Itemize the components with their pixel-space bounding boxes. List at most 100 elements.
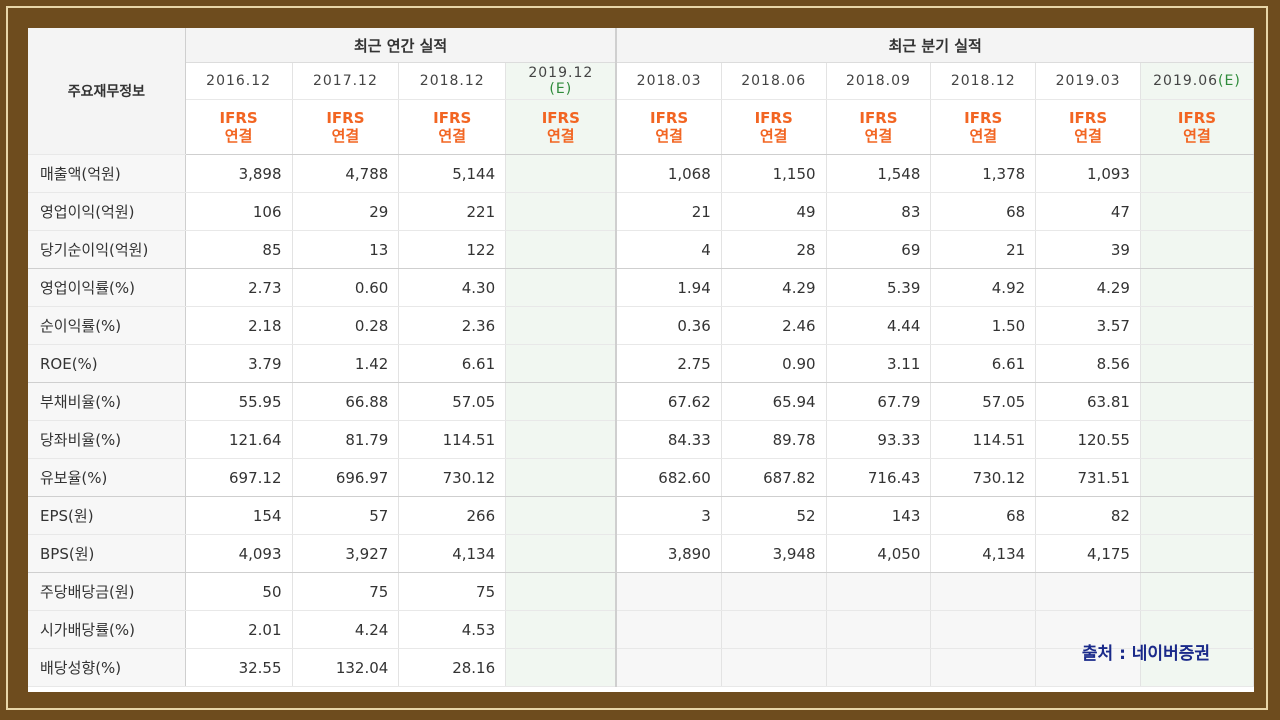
quarter-value-cell: 1,150 — [721, 154, 827, 193]
annual-value-cell: 4,788 — [292, 154, 400, 193]
row-label: 유보율(%) — [28, 458, 186, 497]
annual-value-cell: 4.30 — [398, 268, 507, 307]
basis-cell: IFRS 연결 — [721, 99, 827, 155]
quarter-value-cell: 52 — [721, 496, 827, 535]
annual-value-cell — [505, 344, 617, 383]
annual-value-cell: 696.97 — [292, 458, 400, 497]
quarter-value-cell: 1.94 — [615, 268, 722, 307]
quarter-value-cell — [826, 648, 932, 687]
quarter-value-cell — [1140, 154, 1254, 193]
row-label: 매출액(억원) — [28, 154, 186, 193]
financial-rows: 매출액(억원) 3,898 4,788 5,144 1,068 1,150 1,548 1,3… — [28, 154, 1254, 687]
basis-standard: IFRS — [754, 109, 793, 127]
quarter-value-cell: 3,890 — [615, 534, 722, 573]
annual-value-cell: 3,898 — [185, 154, 293, 193]
quarter-value-cell — [1140, 382, 1254, 421]
annual-value-cell — [505, 192, 617, 231]
quarter-value-cell: 682.60 — [615, 458, 722, 497]
quarter-value-cell: 1,068 — [615, 154, 722, 193]
annual-value-cell: 2.36 — [398, 306, 507, 345]
quarter-value-cell — [721, 610, 827, 649]
basis-consolidated: 연결 — [969, 127, 998, 145]
quarter-value-cell — [1140, 344, 1254, 383]
quarter-group-header: 최근 분기 실적 — [615, 28, 1254, 63]
annual-value-cell: 1.42 — [292, 344, 400, 383]
quarter-value-cell — [1140, 306, 1254, 345]
quarter-value-cell: 4.29 — [1035, 268, 1141, 307]
annual-value-cell: 29 — [292, 192, 400, 231]
annual-value-cell: 57 — [292, 496, 400, 535]
quarter-value-cell — [1140, 572, 1254, 611]
period-quarter-1: 2018.06 — [721, 62, 827, 100]
period-annual-2: 2018.12 — [398, 62, 507, 100]
basis-standard: IFRS — [1177, 109, 1217, 127]
annual-value-cell: 32.55 — [185, 648, 293, 687]
row-label: 순이익률(%) — [28, 306, 186, 345]
quarter-value-cell: 4.29 — [721, 268, 827, 307]
annual-value-cell: 6.61 — [398, 344, 507, 383]
table-row: 유보율(%) 697.12 696.97 730.12 682.60 687.82 716.… — [28, 458, 1254, 497]
quarter-value-cell — [930, 610, 1037, 649]
quarter-value-cell: 0.36 — [615, 306, 722, 345]
annual-value-cell: 2.73 — [185, 268, 293, 307]
annual-value-cell — [505, 306, 617, 345]
quarter-value-cell: 3,948 — [721, 534, 827, 573]
annual-value-cell: 55.95 — [185, 382, 293, 421]
quarter-value-cell: 3.57 — [1035, 306, 1141, 345]
period-quarter-estimate: 2019.06(E) — [1140, 62, 1254, 100]
basis-consolidated: 연결 — [224, 127, 253, 145]
quarter-value-cell — [1140, 648, 1254, 687]
annual-value-cell: 0.28 — [292, 306, 400, 345]
quarter-value-cell — [1140, 230, 1254, 269]
annual-value-cell: 4,093 — [185, 534, 293, 573]
basis-standard: IFRS — [1068, 109, 1108, 127]
annual-value-cell: 114.51 — [398, 420, 507, 459]
quarter-value-cell — [721, 648, 827, 687]
annual-value-cell: 121.64 — [185, 420, 293, 459]
annual-value-cell: 697.12 — [185, 458, 293, 497]
annual-value-cell: 66.88 — [292, 382, 400, 421]
table-row: 시가배당률(%) 2.01 4.24 4.53 — [28, 610, 1254, 649]
period-quarter-estimate-mark: (E) — [1218, 73, 1241, 89]
annual-value-cell — [505, 382, 617, 421]
basis-consolidated: 연결 — [1183, 127, 1211, 145]
quarter-value-cell — [615, 648, 722, 687]
quarter-value-cell: 4.92 — [930, 268, 1037, 307]
basis-consolidated: 연결 — [547, 127, 575, 145]
basis-standard: IFRS — [433, 109, 472, 127]
quarter-value-cell: 68 — [930, 496, 1037, 535]
quarter-value-cell — [615, 572, 722, 611]
quarter-value-cell: 143 — [826, 496, 932, 535]
annual-value-cell: 28.16 — [398, 648, 507, 687]
annual-value-cell — [505, 648, 617, 687]
quarter-value-cell — [1035, 610, 1141, 649]
quarter-value-cell: 716.43 — [826, 458, 932, 497]
outer-frame — [6, 6, 1268, 710]
basis-cell: IFRS 연결 — [505, 99, 617, 155]
annual-value-cell: 4.53 — [398, 610, 507, 649]
quarter-value-cell — [1140, 458, 1254, 497]
annual-value-cell — [505, 154, 617, 193]
quarter-value-cell: 68 — [930, 192, 1037, 231]
annual-value-cell — [505, 458, 617, 497]
annual-value-cell: 2.01 — [185, 610, 293, 649]
annual-value-cell — [505, 496, 617, 535]
period-annual-1: 2017.12 — [292, 62, 400, 100]
quarter-value-cell: 84.33 — [615, 420, 722, 459]
quarter-value-cell: 21 — [930, 230, 1037, 269]
annual-value-cell — [505, 610, 617, 649]
quarter-value-cell: 49 — [721, 192, 827, 231]
quarter-value-cell: 47 — [1035, 192, 1141, 231]
basis-cell: IFRS 연결 — [1035, 99, 1141, 155]
annual-value-cell: 4,134 — [398, 534, 507, 573]
quarter-value-cell: 39 — [1035, 230, 1141, 269]
group-header-row: 주요재무정보 최근 연간 실적 최근 분기 실적 — [28, 28, 1254, 155]
annual-value-cell — [505, 230, 617, 269]
basis-standard: IFRS — [859, 109, 898, 127]
basis-standard: IFRS — [219, 109, 258, 127]
table-row: BPS(원) 4,093 3,927 4,134 3,890 3,948 4,050 4,13… — [28, 534, 1254, 573]
basis-standard: IFRS — [326, 109, 365, 127]
table-row: 당기순이익(억원) 85 13 122 4 28 69 21 39 — [28, 230, 1254, 269]
table-row: 영업이익률(%) 2.73 0.60 4.30 1.94 4.29 5.39 4.92 4.29 — [28, 268, 1254, 307]
quarter-value-cell: 1,378 — [930, 154, 1037, 193]
